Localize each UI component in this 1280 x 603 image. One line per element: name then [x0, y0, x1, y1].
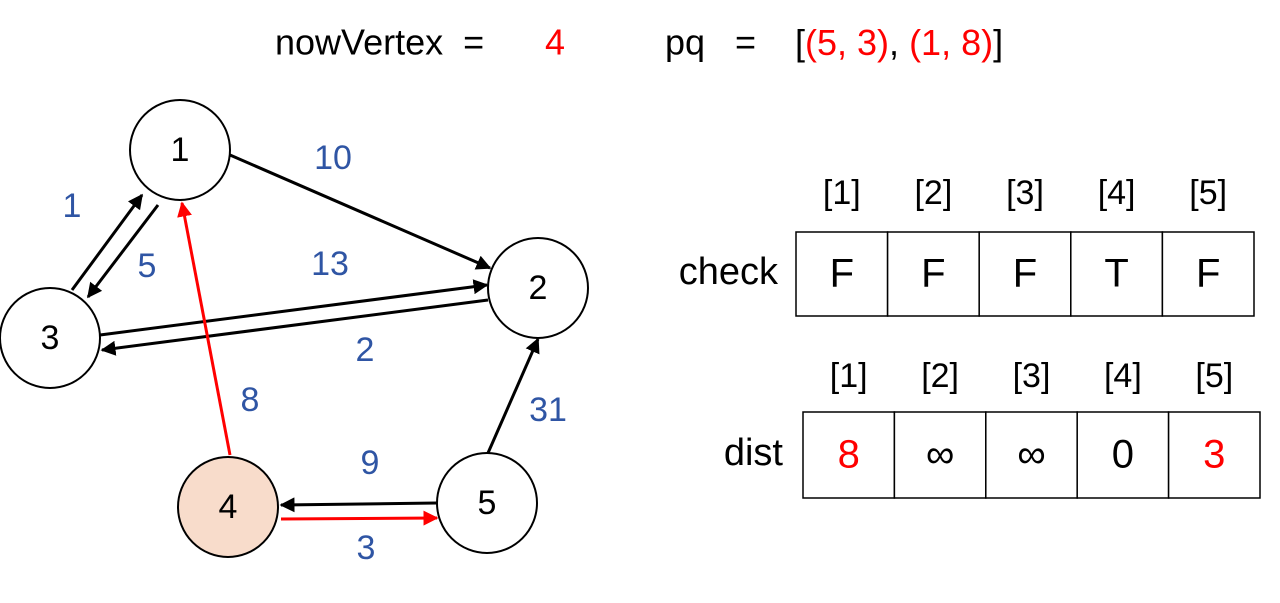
- table-header: [2]: [914, 174, 952, 212]
- pq-list: [(5, 3), (1, 8)]: [795, 22, 1003, 63]
- node: [129, 99, 231, 201]
- table-cell: [1161, 231, 1255, 317]
- edge: [279, 497, 438, 513]
- table-cell: [1070, 231, 1164, 317]
- table-header: [3]: [1013, 357, 1051, 395]
- cell-value: ∞: [926, 433, 955, 477]
- cell-value: 8: [838, 433, 860, 477]
- edge: [86, 204, 160, 299]
- pq-open: [: [795, 22, 805, 63]
- table-header: [4]: [1104, 357, 1142, 395]
- cell-value: F: [1013, 252, 1037, 296]
- edge-weight: 8: [241, 381, 260, 419]
- cell-value: ∞: [1017, 433, 1046, 477]
- edge: [70, 193, 144, 291]
- table-header: [2]: [921, 357, 959, 395]
- node-label: 4: [219, 488, 238, 526]
- edge-weight: 1: [63, 187, 82, 225]
- table-cell: [802, 411, 896, 499]
- cell-value: 0: [1112, 433, 1134, 477]
- table-header: [5]: [1195, 357, 1233, 395]
- table-header: [5]: [1189, 174, 1227, 212]
- node: [177, 456, 279, 558]
- node-label: 2: [529, 269, 548, 307]
- table-header: [4]: [1098, 174, 1136, 212]
- edge-weight: 2: [356, 331, 375, 369]
- table-label: dist: [724, 432, 784, 474]
- now-value: 4: [545, 22, 565, 63]
- pq-close: ]: [993, 22, 1003, 63]
- pq-label: pq =: [665, 22, 756, 63]
- pq-sep: ,: [889, 22, 909, 63]
- edge: [100, 298, 489, 356]
- node-label: 5: [478, 484, 497, 522]
- edge: [99, 279, 489, 337]
- node-label: 3: [41, 319, 60, 357]
- table-label: check: [679, 251, 779, 293]
- now-label: nowVertex =: [275, 22, 484, 63]
- node: [487, 237, 589, 339]
- cell-value: T: [1104, 252, 1128, 296]
- edge-weight: 31: [529, 391, 567, 429]
- table-header: [1]: [823, 174, 861, 212]
- pq-item: (5, 3): [805, 22, 889, 63]
- node-label: 1: [171, 131, 190, 169]
- cell-value: F: [1196, 252, 1220, 296]
- pq-item: (1, 8): [909, 22, 993, 63]
- edge-weight: 9: [361, 444, 380, 482]
- node: [0, 287, 101, 389]
- edge-weight: 3: [357, 529, 376, 567]
- cell-value: F: [921, 252, 945, 296]
- table-cell: [1167, 411, 1261, 499]
- edge: [280, 510, 439, 526]
- edge-weight: 13: [311, 245, 349, 283]
- table-header: [3]: [1006, 174, 1044, 212]
- cell-value: F: [830, 252, 854, 296]
- edge: [486, 337, 540, 454]
- edge: [229, 153, 492, 270]
- edge-weight: 5: [138, 247, 157, 285]
- table-cell: [893, 411, 987, 499]
- edge-weight: 10: [314, 139, 352, 177]
- node: [436, 452, 538, 554]
- cell-value: 3: [1203, 433, 1225, 477]
- table-cell: [1076, 411, 1170, 499]
- table-header: [1]: [830, 357, 868, 395]
- edge: [177, 201, 232, 456]
